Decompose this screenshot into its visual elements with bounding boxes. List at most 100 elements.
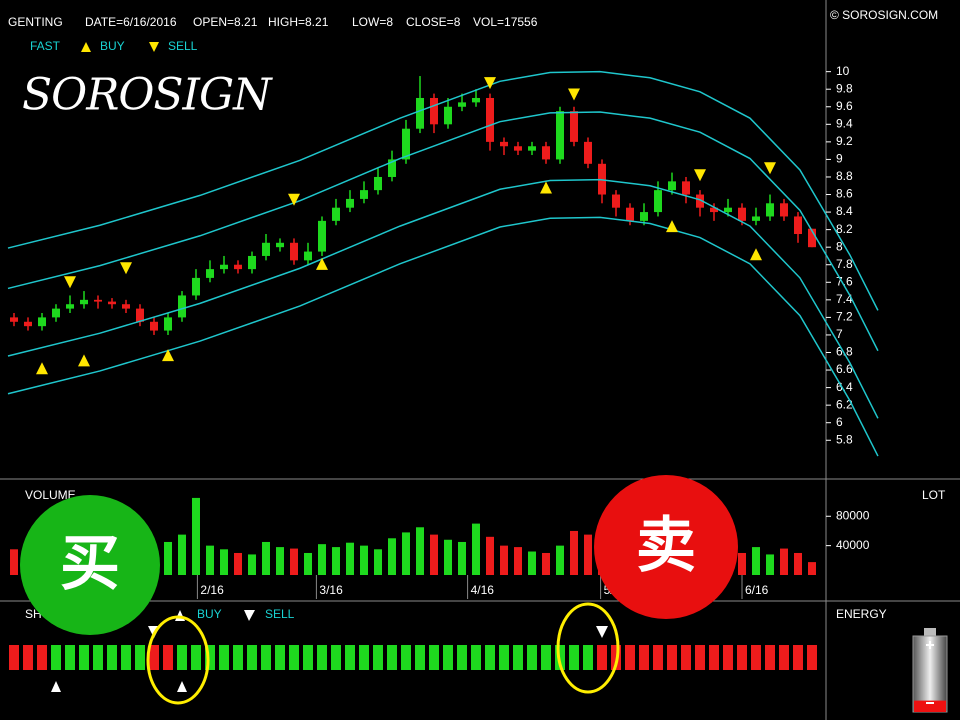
legend-buy-icon bbox=[81, 42, 91, 52]
y-tick-label: 9.4 bbox=[836, 116, 853, 130]
header-item: LOW=8 bbox=[352, 15, 393, 29]
signal-sell: SELL bbox=[265, 607, 295, 621]
signal-bar bbox=[9, 645, 19, 670]
candle-body bbox=[752, 216, 760, 221]
signal-sell-marker bbox=[596, 626, 608, 638]
y-tick-label: 8.8 bbox=[836, 169, 853, 183]
battery-level bbox=[914, 700, 946, 712]
volume-bar bbox=[570, 530, 578, 575]
header-item: DATE=6/16/2016 bbox=[85, 15, 177, 29]
signal-bar bbox=[681, 645, 691, 670]
candle-body bbox=[318, 220, 326, 252]
signal-sell-icon bbox=[244, 610, 255, 621]
candle-body bbox=[192, 277, 200, 296]
signal-bar bbox=[163, 645, 173, 670]
buy-marker bbox=[316, 257, 328, 270]
signal-bar bbox=[527, 645, 537, 670]
energy-title: ENERGY bbox=[836, 607, 887, 621]
header: GENTING DATE=6/16/2016 OPEN=8.21 HIGH=8.21 L… bbox=[8, 15, 538, 29]
signal-bar bbox=[709, 645, 719, 670]
signal-bar bbox=[317, 645, 327, 670]
signal-buy: BUY bbox=[197, 607, 222, 621]
buy-marker bbox=[162, 349, 174, 362]
signal-bar bbox=[65, 645, 75, 670]
signal-bar bbox=[387, 645, 397, 670]
volume-bar bbox=[766, 554, 774, 575]
header-item: GENTING bbox=[8, 15, 63, 29]
y-tick-label: 7 bbox=[836, 327, 843, 341]
signal-bar bbox=[457, 645, 467, 670]
signal-bar bbox=[695, 645, 705, 670]
signal-bar bbox=[415, 645, 425, 670]
volume-bar bbox=[220, 549, 228, 575]
signal-bar bbox=[513, 645, 523, 670]
signal-buy-marker bbox=[177, 681, 187, 692]
volume-bar bbox=[500, 545, 508, 575]
volume-bar bbox=[304, 552, 312, 575]
buy-marker bbox=[540, 181, 552, 194]
volume-bar bbox=[192, 497, 200, 575]
buy-badge bbox=[20, 495, 160, 635]
volume-bar bbox=[472, 523, 480, 575]
channel-line bbox=[7, 216, 879, 457]
y-tick-label: 10 bbox=[836, 64, 850, 78]
signal-bar bbox=[443, 645, 453, 670]
candle-body bbox=[52, 308, 60, 318]
copyright: © SOROSIGN.COM bbox=[830, 8, 938, 22]
signal-bar bbox=[779, 645, 789, 670]
y-tick-label: 6 bbox=[836, 415, 843, 429]
candle-body bbox=[738, 207, 746, 221]
candle-body bbox=[290, 242, 298, 261]
signal-bar bbox=[737, 645, 747, 670]
signal-buy-icon bbox=[175, 610, 185, 621]
channel-line bbox=[7, 178, 879, 419]
candle-body bbox=[38, 317, 46, 327]
volume-bar bbox=[584, 534, 592, 575]
volume-bar bbox=[416, 527, 424, 575]
volume-bar bbox=[248, 554, 256, 575]
signal-bar bbox=[499, 645, 509, 670]
header-item: VOL=17556 bbox=[473, 15, 538, 29]
header-item: HIGH=8.21 bbox=[268, 15, 329, 29]
battery-cap bbox=[924, 628, 936, 636]
sell-marker bbox=[288, 193, 300, 206]
signal-bar bbox=[359, 645, 369, 670]
y-tick-label: 8.2 bbox=[836, 222, 853, 236]
candle-body bbox=[486, 97, 494, 142]
signal-bar bbox=[219, 645, 229, 670]
legend-buy: BUY bbox=[100, 39, 125, 53]
candle-body bbox=[178, 295, 186, 318]
volume-bar bbox=[738, 552, 746, 575]
buy-marker bbox=[666, 220, 678, 233]
sell-badge-text: 卖 bbox=[636, 512, 696, 579]
signal-bar bbox=[653, 645, 663, 670]
volume-title: VOLUME bbox=[25, 488, 76, 502]
volume-bar bbox=[360, 545, 368, 575]
signal-bar bbox=[625, 645, 635, 670]
volume-bar bbox=[514, 547, 522, 575]
candle-body bbox=[66, 304, 74, 309]
buy-marker bbox=[36, 362, 48, 375]
y-tick-label: 6.2 bbox=[836, 397, 853, 411]
candle-body bbox=[234, 264, 242, 270]
signal-bar bbox=[331, 645, 341, 670]
candle-body bbox=[500, 141, 508, 147]
candle-body bbox=[766, 203, 774, 217]
sell-marker bbox=[764, 162, 776, 175]
signal-bar bbox=[149, 645, 159, 670]
signal-bar bbox=[37, 645, 47, 670]
buy-badge-text: 买 bbox=[60, 530, 120, 597]
signal-bar bbox=[569, 645, 579, 670]
candle-body bbox=[304, 251, 312, 261]
sell-marker bbox=[64, 276, 76, 289]
candle-body bbox=[150, 321, 158, 331]
signal-bar bbox=[583, 645, 593, 670]
legend-sell: SELL bbox=[168, 39, 198, 53]
volume-bar bbox=[290, 548, 298, 575]
y-tick-label: 8 bbox=[836, 239, 843, 253]
sell-marker bbox=[694, 169, 706, 182]
legend-fast: FAST bbox=[30, 39, 61, 53]
candle-body bbox=[794, 216, 802, 235]
signal-bar bbox=[289, 645, 299, 670]
